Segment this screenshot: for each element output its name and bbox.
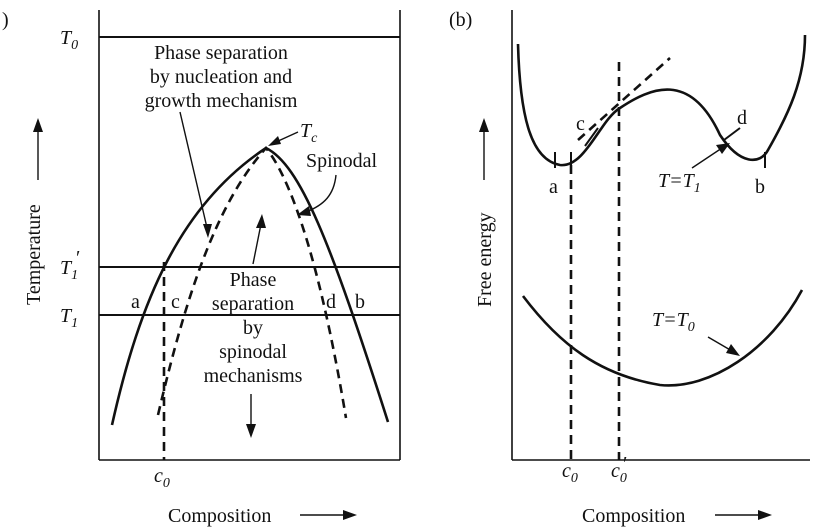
T0-pointer xyxy=(707,336,733,352)
T1-pointer xyxy=(691,147,723,169)
free-energy-T1-curve xyxy=(516,34,807,167)
common-tangent-line xyxy=(577,57,671,141)
point-c-label: c xyxy=(171,291,180,313)
T1-label: T1 xyxy=(60,305,78,331)
up-arrow xyxy=(252,223,262,265)
panel-b-y-arrowhead-icon xyxy=(479,118,489,132)
T1-prime-mark: ′ xyxy=(76,247,80,269)
b-point-d-label: d xyxy=(737,107,747,129)
point-d-label: d xyxy=(326,291,336,313)
T1-prime-label: T1 xyxy=(60,257,78,283)
c0-prime-label: c0 xyxy=(611,460,627,486)
tick-c xyxy=(584,127,599,147)
b-point-c-label: c xyxy=(576,113,585,135)
panel-b-xlabel: Composition xyxy=(582,505,685,527)
down-arrowhead-icon xyxy=(246,424,256,438)
spinodal-text-3: by xyxy=(243,317,263,339)
point-a-label: a xyxy=(131,291,140,313)
panel-a-ylabel: Temperature xyxy=(23,204,45,305)
b-point-b-label: b xyxy=(755,176,765,198)
spinodal-text-4: spinodal xyxy=(219,341,287,363)
b-c0-label: c0 xyxy=(562,460,578,486)
nucleation-text-3: growth mechanism xyxy=(145,90,298,112)
point-b-label: b xyxy=(355,291,365,313)
panel-a-y-arrowhead-icon xyxy=(33,118,43,132)
nucleation-text-2: by nucleation and xyxy=(150,66,292,88)
nucleation-text-1: Phase separation xyxy=(154,42,288,64)
T0-arrowhead-icon xyxy=(726,344,740,356)
spinodal-curve xyxy=(156,145,348,419)
c0-label: c0 xyxy=(154,465,170,491)
up-arrowhead-icon xyxy=(256,214,266,228)
c0-prime-mark: ′ xyxy=(623,453,627,475)
panel-a-xlabel: Composition xyxy=(168,505,271,527)
panel-b-label: (b) xyxy=(449,9,472,31)
nucleation-arrow xyxy=(179,111,209,233)
Tc-label: Tc xyxy=(300,120,318,146)
panel-a: ) T0 T1 ′ T1 c0 a c d b Phase separation… xyxy=(2,9,401,527)
T-eq-T1-label: T=T1 xyxy=(658,170,701,196)
panel-a-label: ) xyxy=(2,9,9,31)
spinodal-text-5: mechanisms xyxy=(204,365,303,387)
spinodal-text-1: Phase xyxy=(230,269,277,291)
panel-b: (b) a c d b T=T1 T=T0 c0 c0 ′ xyxy=(449,9,810,527)
panel-b-x-arrowhead-icon xyxy=(758,510,772,520)
panel-b-ylabel: Free energy xyxy=(474,212,496,307)
T-eq-T0-label: T=T0 xyxy=(652,309,695,335)
tick-d xyxy=(723,127,741,141)
Tc-pointer xyxy=(275,131,299,143)
b-point-a-label: a xyxy=(549,176,558,198)
spinodal-label: Spinodal xyxy=(306,150,378,172)
free-energy-T0-curve xyxy=(521,289,804,387)
spinodal-text-2: separation xyxy=(212,293,294,315)
spinodal-arrowhead-icon xyxy=(297,206,311,216)
T1-arrowhead-icon xyxy=(716,143,730,154)
spinodal-pointer xyxy=(305,174,337,213)
panel-a-x-arrowhead-icon xyxy=(343,510,357,520)
Tc-arrowhead-icon xyxy=(268,136,281,146)
T0-label: T0 xyxy=(60,27,78,53)
nucleation-arrowhead-icon xyxy=(203,224,212,238)
